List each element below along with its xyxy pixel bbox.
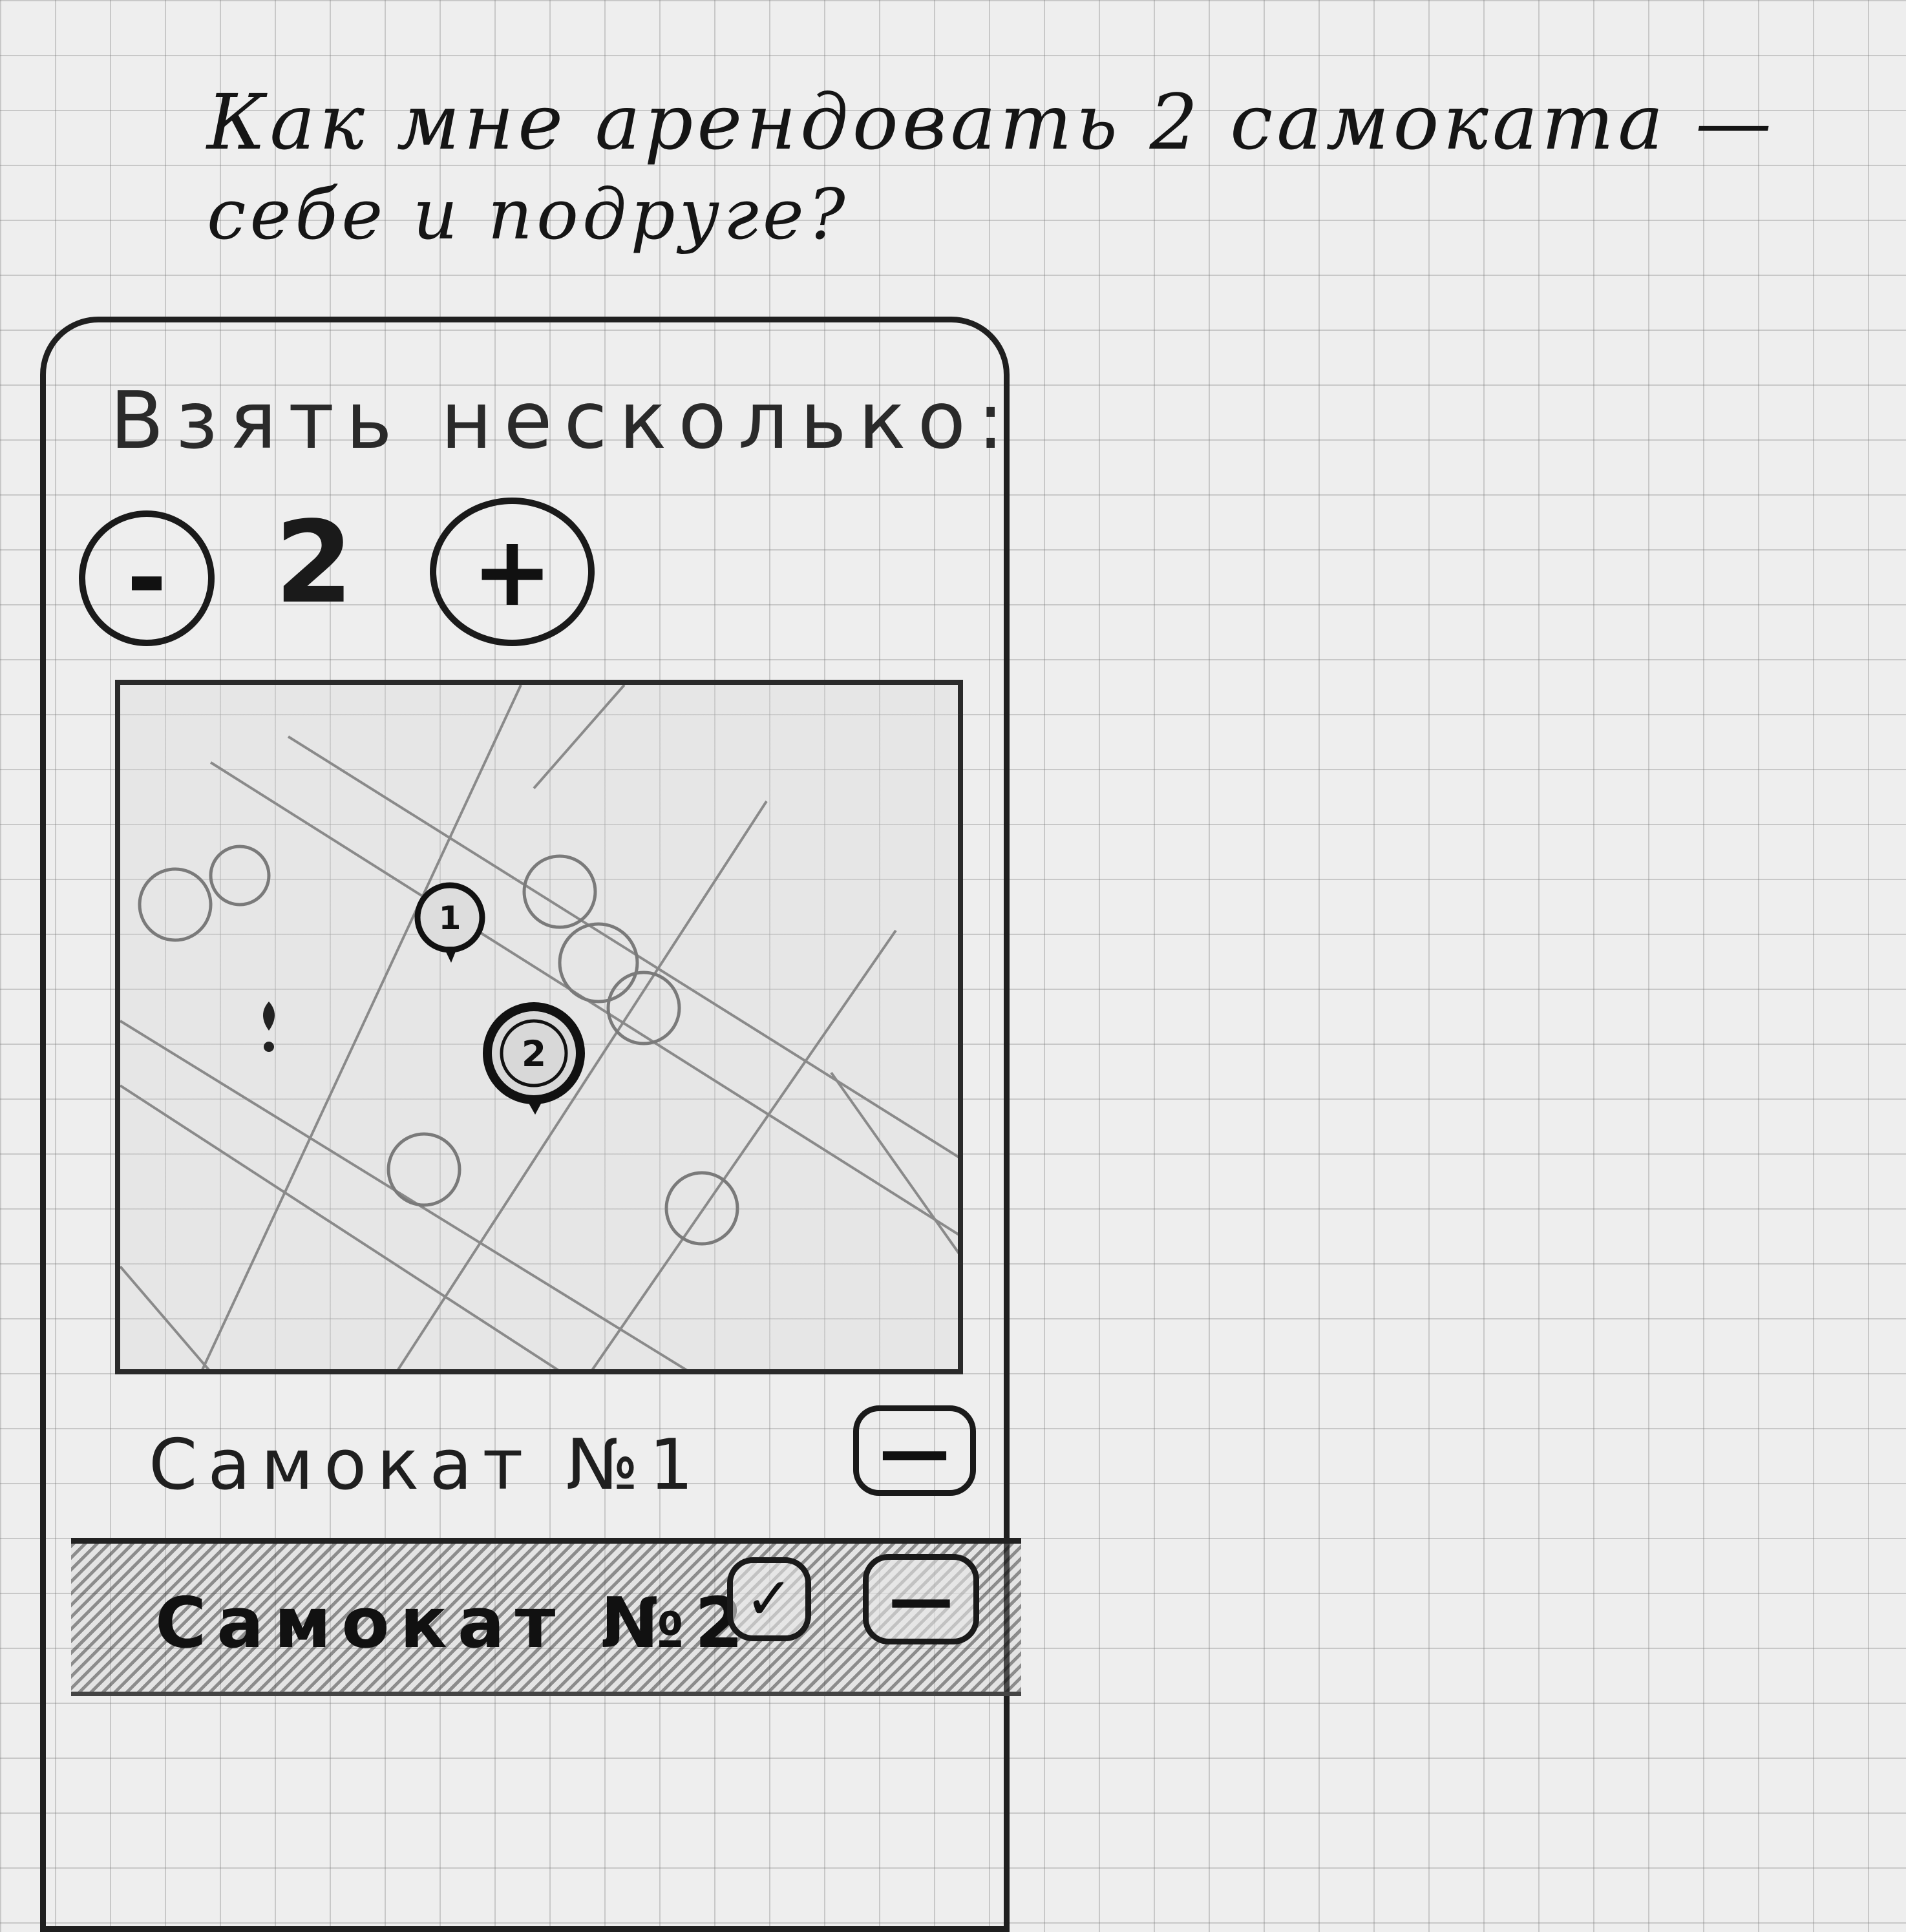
map-pin-1: 1: [414, 882, 485, 963]
pin-2-inner-ring: [500, 1019, 568, 1087]
decrease-button[interactable]: -: [79, 510, 215, 646]
scooter-marker: [386, 1132, 461, 1207]
scooter-2-label[interactable]: Самокат №2: [155, 1583, 754, 1664]
map-drawing: 1 2: [120, 685, 958, 1369]
quantity-value: 2: [275, 498, 354, 629]
scooter-1-remove-button[interactable]: —: [853, 1405, 976, 1496]
pin-1-label: 1: [439, 899, 461, 937]
scooter-2-check-icon[interactable]: ✓: [727, 1557, 811, 1641]
scooter-marker: [138, 867, 213, 942]
question-line-2: себе и подруге?: [207, 174, 849, 255]
increase-button[interactable]: +: [430, 498, 595, 646]
map-streets: [120, 685, 958, 1369]
question-line-1: Как мне арендовать 2 самоката —: [207, 78, 1775, 167]
scooter-marker: [209, 845, 271, 907]
pin-1-tail: [443, 947, 458, 963]
map[interactable]: 1 2: [115, 680, 963, 1374]
scooter-marker: [664, 1171, 739, 1246]
take-several-heading: Взять несколько:: [110, 375, 1016, 467]
user-location-dot: [264, 1042, 274, 1052]
scooter-marker: [558, 922, 639, 1003]
scooter-marker: [522, 854, 597, 929]
pin-2-label: 2: [522, 1033, 546, 1075]
pin-2-tail: [524, 1095, 545, 1115]
user-location-icon: [263, 1002, 275, 1031]
map-pin-2: 2: [483, 1002, 585, 1115]
scooter-1-label[interactable]: Самокат №1: [149, 1425, 704, 1506]
scooter-2-remove-button[interactable]: —: [863, 1554, 979, 1644]
scooter-markers: [138, 845, 739, 1246]
scooter-marker: [606, 971, 681, 1045]
